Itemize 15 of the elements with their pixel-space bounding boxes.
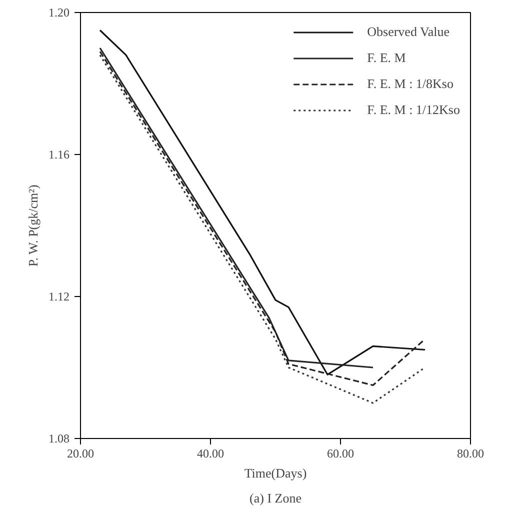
text: (a) I Zone — [250, 490, 302, 506]
x-axis-title: Time(Days) — [244, 466, 307, 480]
y-tick-label: 1.12 — [48, 290, 70, 304]
y-axis-title: P. W. P(gk/cm²) — [26, 184, 40, 267]
legend-label: F. E. M — [367, 50, 406, 66]
x-tick-label: 60.00 — [327, 446, 354, 460]
x-tick-label: 20.00 — [67, 446, 94, 460]
x-tick-label: 40.00 — [197, 446, 224, 460]
y-tick-label: 1.08 — [48, 432, 70, 446]
legend-label: Observed Value — [367, 24, 450, 40]
legend-label: F. E. M : 1/8Kso — [367, 76, 454, 92]
legend-label: F. E. M : 1/12Kso — [367, 102, 460, 118]
y-tick-label: 1.20 — [48, 6, 70, 20]
y-tick-label: 1.16 — [48, 148, 70, 162]
x-tick-label: 80.00 — [457, 446, 484, 460]
